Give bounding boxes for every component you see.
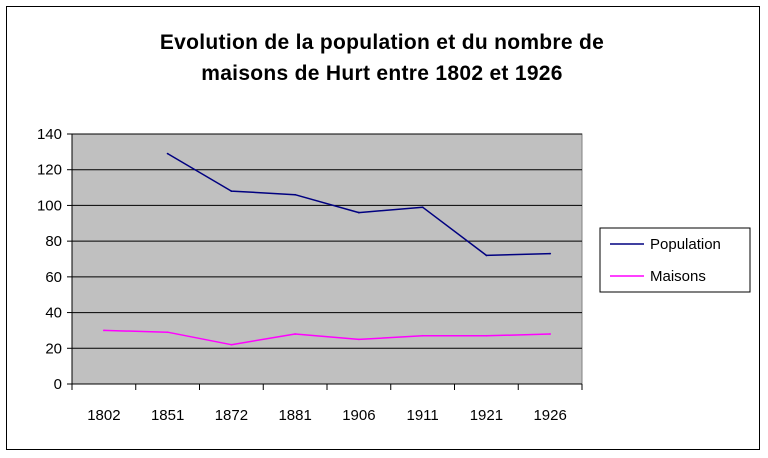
data-point-maisons [102, 329, 105, 332]
data-point-population [230, 190, 233, 193]
data-point-population [166, 152, 169, 155]
data-point-maisons [166, 331, 169, 334]
series-lines [102, 152, 552, 346]
x-tick-label: 1921 [470, 407, 503, 424]
x-tick-label: 1851 [151, 407, 184, 424]
data-point-population [421, 206, 424, 209]
data-point-maisons [549, 333, 552, 335]
y-tick-label: 100 [37, 197, 62, 214]
data-point-population [294, 193, 297, 196]
y-tick-label: 140 [37, 126, 62, 143]
axes: 0 20 40 60 80 100 120 140 1802 1851 1872 1881 1906 19… [37, 126, 583, 424]
x-tick-label: 1906 [342, 407, 375, 424]
data-point-population [357, 211, 360, 214]
data-point-population [549, 252, 552, 255]
x-tick-label: 1926 [533, 407, 566, 424]
y-tick-label: 120 [37, 162, 62, 179]
chart-title-line-1: Evolution de la population et du nombre … [160, 31, 604, 54]
legend-box [599, 227, 751, 293]
gridlines [72, 133, 582, 349]
data-point-maisons [294, 333, 297, 335]
data-point-maisons [230, 343, 233, 346]
y-tick-label: 80 [45, 233, 62, 250]
legend-label-maisons: Maisons [650, 268, 706, 285]
y-tick-label: 40 [45, 305, 62, 322]
data-point-population [485, 254, 488, 257]
x-tick-label: 1911 [406, 407, 438, 424]
x-tick-label: 1802 [87, 407, 120, 424]
y-tick-label: 0 [54, 376, 62, 393]
y-tick-label: 60 [45, 269, 62, 286]
plot-area [71, 133, 583, 385]
legend-label-population: Population [650, 236, 721, 253]
data-point-maisons [485, 334, 488, 337]
data-point-maisons [357, 338, 360, 341]
x-tick-label: 1872 [215, 407, 248, 424]
y-tick-label: 20 [45, 340, 62, 357]
x-tick-label: 1881 [278, 407, 311, 424]
chart-title-line-2: maisons de Hurt entre 1802 et 1926 [201, 62, 563, 85]
data-point-maisons [421, 334, 424, 337]
series-line-maisons [103, 329, 551, 346]
